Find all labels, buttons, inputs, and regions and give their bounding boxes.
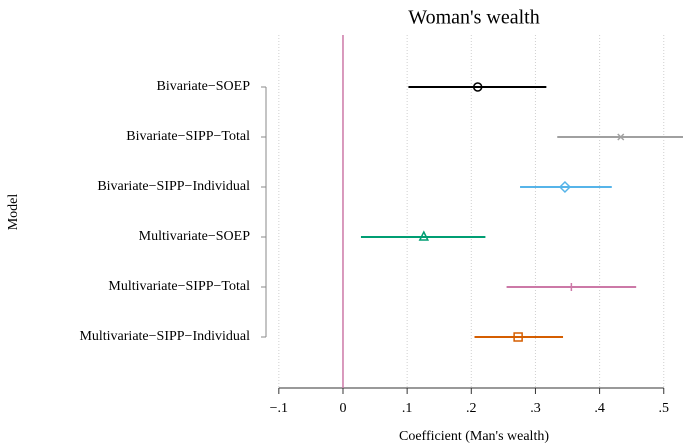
x-tick-label: .1 bbox=[402, 401, 413, 416]
x-tick-label: .4 bbox=[594, 401, 605, 416]
y-tick-label: Multivariate−SIPP−Individual bbox=[79, 329, 250, 344]
point bbox=[558, 180, 572, 194]
y-tick-label: Bivariate−SIPP−Individual bbox=[97, 179, 250, 194]
y-tick-label: Multivariate−SIPP−Total bbox=[108, 279, 250, 294]
y-tick-label: Multivariate−SOEP bbox=[139, 229, 251, 244]
y-tick-label: Bivariate−SIPP−Total bbox=[126, 129, 250, 144]
y-axis-title: Model bbox=[6, 194, 21, 231]
point bbox=[472, 82, 483, 92]
x-tick-label: −.1 bbox=[270, 401, 288, 416]
x-axis-title: Coefficient (Man's wealth) bbox=[399, 429, 549, 444]
point bbox=[617, 133, 625, 141]
point bbox=[418, 230, 430, 241]
point bbox=[567, 283, 576, 291]
y-tick-label: Bivariate−SOEP bbox=[157, 79, 251, 94]
x-tick-label: .3 bbox=[530, 401, 541, 416]
chart-title: Woman's wealth bbox=[408, 7, 539, 29]
x-tick-label: 0 bbox=[339, 401, 346, 416]
point bbox=[513, 332, 523, 342]
x-tick-label: .5 bbox=[659, 401, 670, 416]
x-tick-label: .2 bbox=[466, 401, 477, 416]
